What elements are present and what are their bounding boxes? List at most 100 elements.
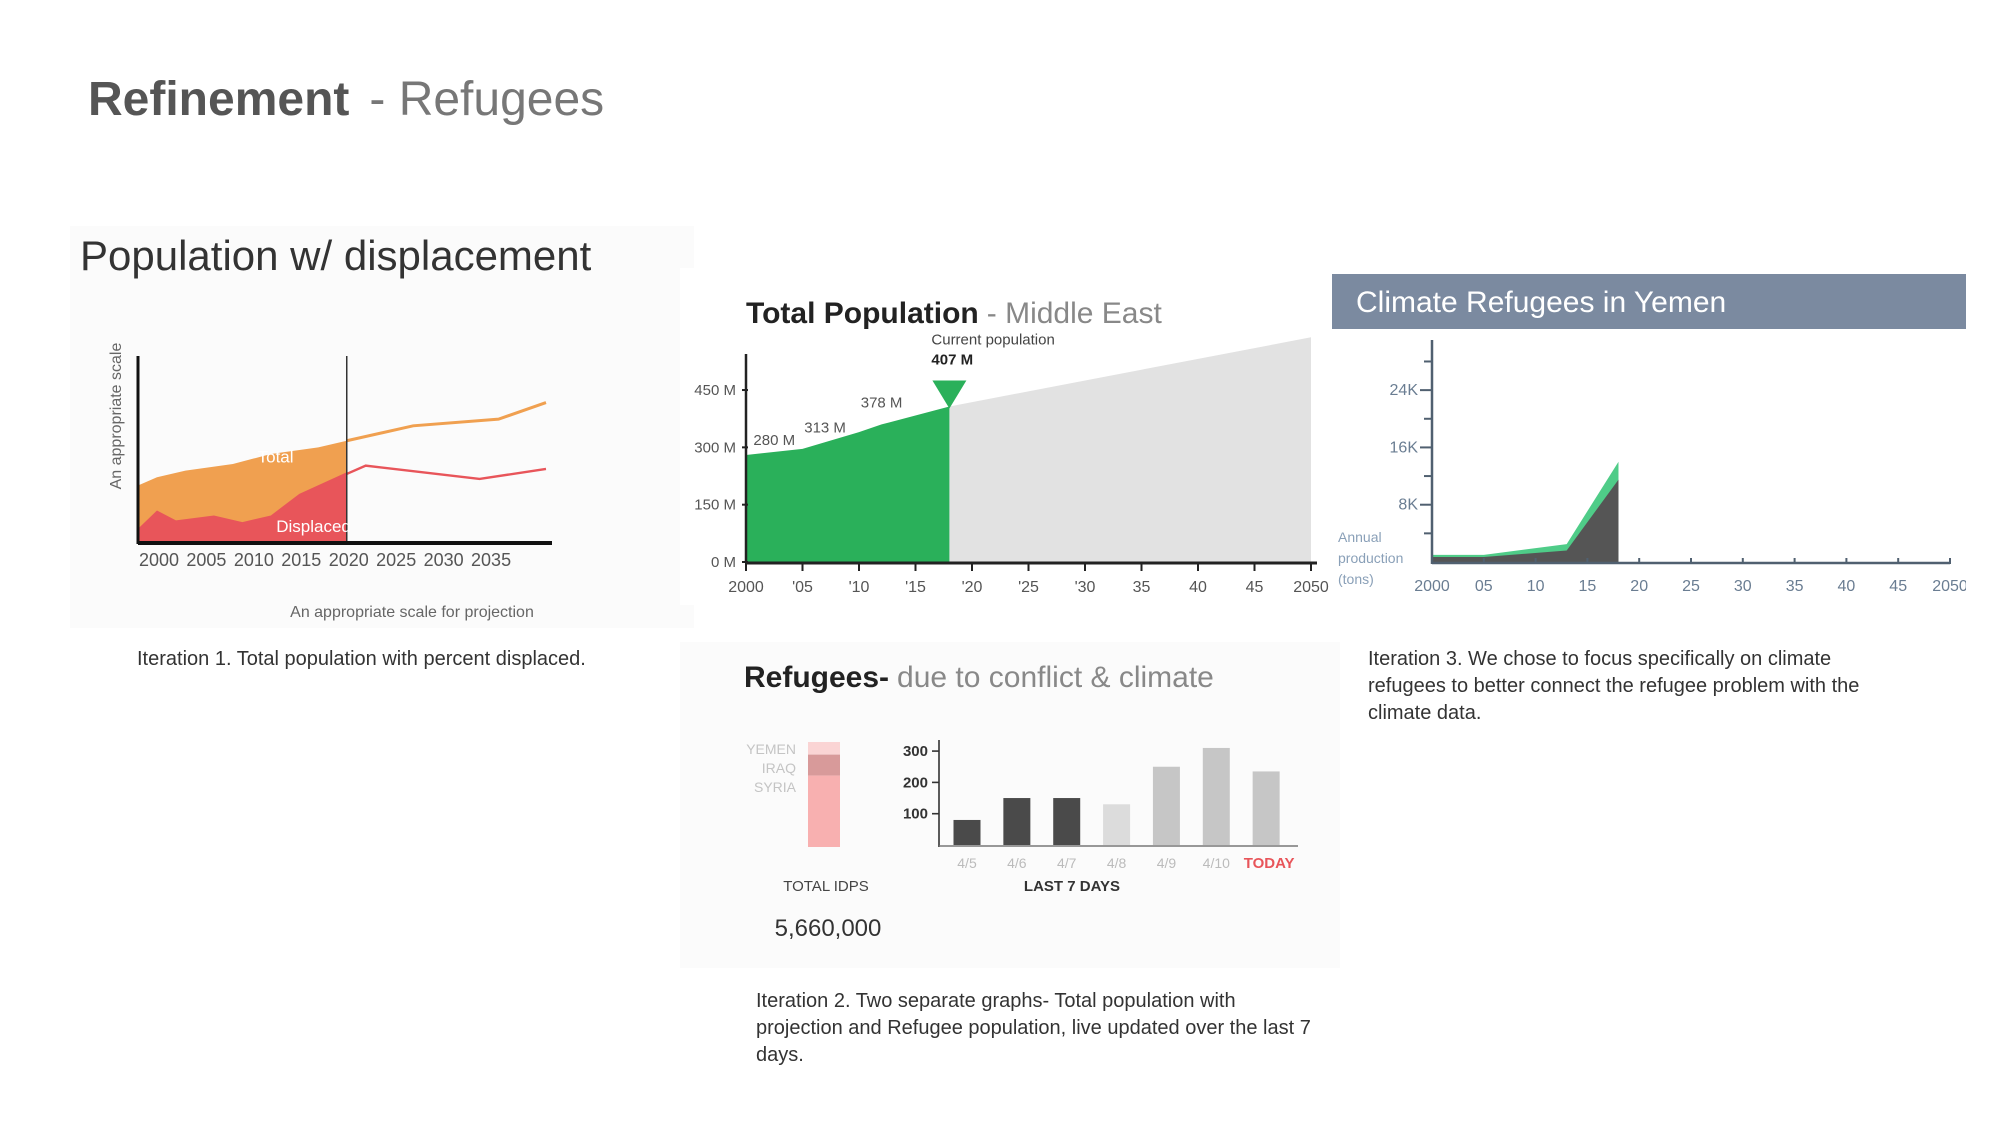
chart4-y-tick-label: 100 xyxy=(903,806,928,823)
chart3-x-tick-label: 45 xyxy=(1889,578,1907,595)
chart2-x-tick-label: 40 xyxy=(1189,579,1207,596)
chart3-green-area xyxy=(1432,461,1619,562)
climate-refugees-svg: Climate Refugees in Yemen Annual producti… xyxy=(1332,274,1968,595)
chart-total-population: Total Population - Middle East 0 M 150 M 30… xyxy=(680,268,1340,605)
total-population-svg: Total Population - Middle East 0 M 150 M 30… xyxy=(694,297,1329,596)
chart2-y-tick-label: 450 M xyxy=(694,382,736,399)
chart2-data-label: 280 M xyxy=(753,432,795,449)
chart3-x-tick-label: 10 xyxy=(1527,578,1545,595)
chart4-x-tick-label: 4/5 xyxy=(957,855,977,871)
chart4-x-tick-label: 4/7 xyxy=(1057,855,1077,871)
chart-population-displacement: Population w/ displacement An appropriat… xyxy=(70,226,694,628)
chart1-y-axis-label: An appropriate scale xyxy=(108,343,125,490)
chart3-title: Climate Refugees in Yemen xyxy=(1356,286,1726,319)
chart4-x-tick-label: 4/6 xyxy=(1007,855,1027,871)
chart2-x-tick-label: '10 xyxy=(849,579,870,596)
chart3-x-tick-label: 05 xyxy=(1475,578,1493,595)
chart3-y-tick-label: 16K xyxy=(1390,439,1419,456)
chart-climate-refugees: Climate Refugees in Yemen Annual producti… xyxy=(1332,274,1968,605)
chart4-y-tick-label: 300 xyxy=(903,743,928,760)
chart4-bar xyxy=(953,819,981,845)
refugees-conflict-svg: Refugees-due to conflict & climate YEMEN… xyxy=(744,661,1298,942)
population-displacement-svg: Population w/ displacement An appropriat… xyxy=(80,232,592,621)
chart2-x-tick-label: 2000 xyxy=(728,579,764,596)
chart4-stack-segment xyxy=(808,775,840,847)
chart4-x-tick-label: 4/8 xyxy=(1107,855,1127,871)
chart2-x-tick-label: '20 xyxy=(962,579,983,596)
chart4-bar xyxy=(1103,804,1131,845)
chart3-x-tick-label: 2000 xyxy=(1414,578,1450,595)
chart4-x-axis-label: LAST 7 DAYS xyxy=(1024,878,1120,895)
chart2-data-label: 378 M xyxy=(861,395,903,412)
chart2-current-marker xyxy=(932,380,967,409)
chart4-stack-segment xyxy=(808,742,840,755)
chart4-y-tick-label: 200 xyxy=(903,774,928,791)
chart1-x-tick-label: 2000 xyxy=(139,550,179,570)
chart3-x-tick-label: 15 xyxy=(1579,578,1597,595)
chart2-x-tick-label: '30 xyxy=(1075,579,1096,596)
chart4-bar xyxy=(1053,798,1081,845)
chart3-grey-area xyxy=(1432,479,1619,562)
chart3-y-tick-label: 24K xyxy=(1390,382,1419,399)
slide-title-light: - Refugees xyxy=(369,73,605,126)
chart2-x-tick-label: '15 xyxy=(905,579,926,596)
chart4-bar xyxy=(1152,766,1180,845)
chart3-x-tick-label: 30 xyxy=(1734,578,1752,595)
chart3-title-bar xyxy=(1332,274,1966,329)
chart3-x-tick-label: 25 xyxy=(1682,578,1700,595)
chart2-y-tick-label: 300 M xyxy=(694,439,736,456)
chart2-title-group: Total Population - Middle East xyxy=(746,297,1162,330)
chart1-title: Population w/ displacement xyxy=(80,232,592,279)
chart2-y-tick-label: 0 M xyxy=(711,554,736,571)
chart4-x-tick-label: 4/10 xyxy=(1203,855,1230,871)
chart4-stack-segment xyxy=(808,754,840,776)
chart3-y-tick-label: 8K xyxy=(1398,497,1418,514)
chart3-ylabel-line2: production xyxy=(1338,550,1403,566)
caption-iteration-2: Iteration 2. Two separate graphs- Total … xyxy=(756,990,1311,1066)
chart2-annotation-value: 407 M xyxy=(931,351,973,368)
chart1-x-tick-label: 2010 xyxy=(234,550,274,570)
chart4-bar xyxy=(1003,798,1031,845)
chart2-title: Total Population xyxy=(746,297,979,330)
chart1-x-tick-label: 2025 xyxy=(376,550,416,570)
chart-refugees-conflict: Refugees-due to conflict & climate YEMEN… xyxy=(680,642,1340,968)
chart1-total-label: Total xyxy=(258,447,294,466)
chart1-x-tick-label: 2035 xyxy=(471,550,511,570)
chart2-data-label: 313 M xyxy=(804,419,846,436)
chart3-x-tick-label: 40 xyxy=(1838,578,1856,595)
chart1-total-projection-line xyxy=(346,401,547,443)
chart3-x-tick-label: 2050 xyxy=(1932,578,1966,595)
chart2-x-tick-label: '25 xyxy=(1018,579,1039,596)
chart3-x-tick-label: 35 xyxy=(1786,578,1804,595)
chart2-projection-area xyxy=(949,337,1311,562)
chart3-ylabel-line1: Annual xyxy=(1338,529,1382,545)
slide-title-strong: Refinement xyxy=(88,73,350,126)
chart4-bar xyxy=(1202,747,1230,845)
chart1-x-tick-label: 2030 xyxy=(424,550,464,570)
chart4-x-tick-label: 4/9 xyxy=(1157,855,1177,871)
chart4-title-group: Refugees-due to conflict & climate xyxy=(744,661,1214,694)
chart3-ylabel-line3: (tons) xyxy=(1338,571,1374,587)
caption-iteration-3: Iteration 3. We chose to focus specifica… xyxy=(1368,648,1860,724)
chart1-x-tick-label: 2015 xyxy=(281,550,321,570)
chart4-stack-label: IRAQ xyxy=(762,760,796,776)
chart4-x-tick-label: TODAY xyxy=(1244,855,1295,872)
chart4-subtitle: due to conflict & climate xyxy=(897,661,1214,694)
chart2-subtitle: - Middle East xyxy=(987,297,1163,330)
chart1-displaced-area xyxy=(138,472,347,542)
chart4-bar xyxy=(1252,771,1280,845)
chart2-y-tick-label: 150 M xyxy=(694,497,736,514)
chart1-x-axis-label: An appropriate scale for projection xyxy=(290,604,534,621)
chart4-total-label: TOTAL IDPS xyxy=(783,878,869,895)
chart3-x-tick-label: 20 xyxy=(1630,578,1648,595)
chart4-stack-label: YEMEN xyxy=(746,741,796,757)
chart2-annotation-title: Current population xyxy=(931,331,1054,348)
chart2-x-tick-label: '05 xyxy=(792,579,813,596)
chart2-history-area xyxy=(746,406,950,562)
chart2-x-tick-label: 45 xyxy=(1246,579,1264,596)
chart3-y-axis-label: Annual production (tons) xyxy=(1338,529,1403,587)
chart1-x-tick-label: 2005 xyxy=(186,550,226,570)
chart1-x-tick-label: 2020 xyxy=(329,550,369,570)
chart4-total-value: 5,660,000 xyxy=(775,915,882,942)
chart1-displaced-projection-line xyxy=(346,464,547,481)
